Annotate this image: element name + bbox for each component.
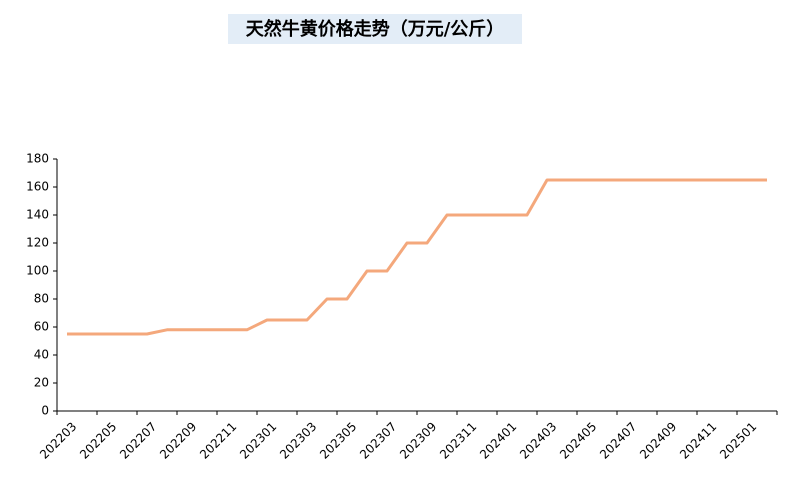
x-tick-label: 202407 [597, 419, 639, 461]
x-tick-label: 202405 [557, 419, 599, 461]
x-tick-label: 202207 [117, 419, 159, 461]
chart-title: 天然牛黄价格走势（万元/公斤） [246, 18, 505, 40]
x-tick-label: 202307 [357, 419, 399, 461]
y-tick-label: 120 [26, 236, 49, 250]
y-tick-label: 180 [26, 152, 49, 166]
title-highlight [228, 14, 522, 44]
y-tick-label: 60 [34, 320, 49, 334]
x-tick-label: 202203 [37, 419, 79, 461]
x-tick-label: 202311 [437, 419, 479, 461]
x-tick-label: 202401 [477, 419, 519, 461]
y-tick-label: 140 [26, 208, 49, 222]
x-tick-label: 202403 [517, 419, 559, 461]
y-tick-label: 100 [26, 264, 49, 278]
y-tick-label: 40 [34, 348, 49, 362]
y-tick-label: 160 [26, 180, 49, 194]
x-tick-label: 202205 [77, 419, 119, 461]
x-tick-label: 202303 [277, 419, 319, 461]
x-tick-label: 202211 [197, 419, 239, 461]
line-series [67, 178, 767, 336]
x-tick-label: 202309 [397, 419, 439, 461]
x-tick-label: 202411 [677, 419, 719, 461]
x-tick-label: 202209 [157, 419, 199, 461]
x-tick-label: 202305 [317, 419, 359, 461]
y-tick-label: 20 [34, 376, 49, 390]
y-tick-label: 80 [34, 292, 49, 306]
y-tick-label: 0 [41, 404, 49, 418]
x-tick-label: 202409 [637, 419, 679, 461]
x-tick-label: 202501 [717, 419, 759, 461]
x-tick-label: 202301 [237, 419, 279, 461]
